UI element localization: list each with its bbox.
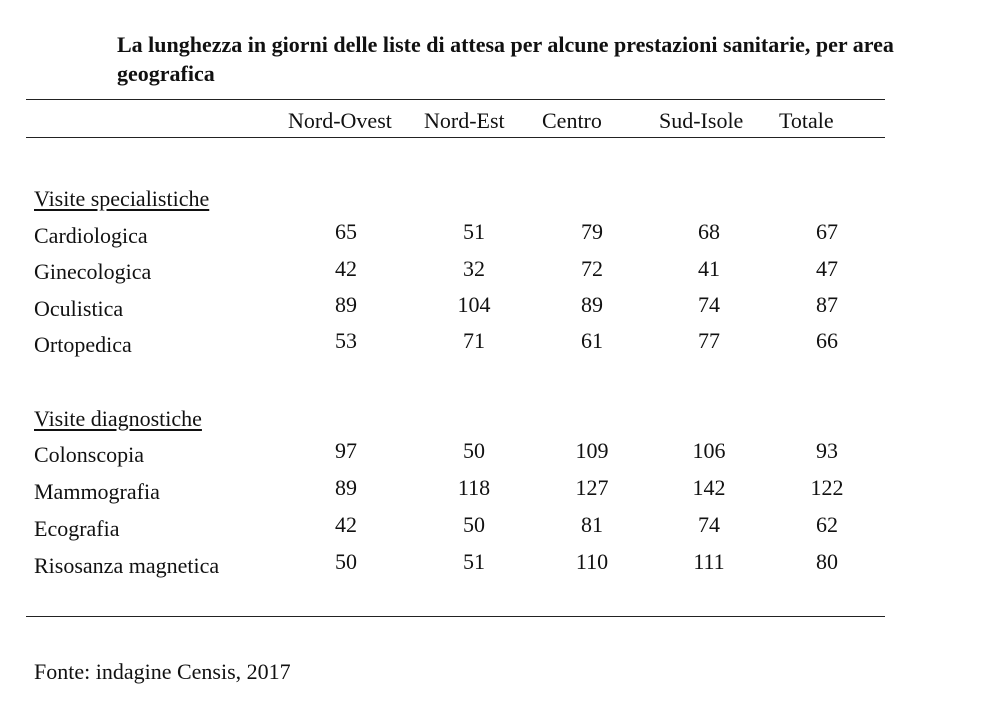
cell-value: 50	[463, 512, 485, 537]
source-note: Fonte: indagine Censis, 2017	[34, 659, 291, 684]
cell-value: 87	[816, 292, 838, 317]
cell-value: 89	[335, 292, 357, 317]
cell-value: 42	[335, 256, 357, 281]
cell-value: 89	[335, 475, 357, 500]
cell-value: 93	[816, 438, 838, 463]
cell-value: 127	[575, 475, 609, 500]
cell-value: 74	[698, 292, 720, 317]
cell-value: 81	[581, 512, 603, 537]
column-header: Nord-Ovest	[288, 108, 392, 133]
column-header: Centro	[542, 108, 602, 133]
cell-value: 77	[698, 328, 720, 353]
cell-value: 71	[463, 328, 485, 353]
cell-value: 109	[575, 438, 609, 463]
row-label: Cardiologica	[34, 223, 148, 248]
cell-value: 97	[335, 438, 357, 463]
cell-value: 50	[335, 549, 357, 574]
column-header: Totale	[779, 108, 834, 133]
cell-value: 80	[816, 549, 838, 574]
table-title: La lunghezza in giorni delle liste di at…	[117, 32, 894, 86]
row-label: Mammografia	[34, 479, 160, 504]
header-rule	[26, 137, 885, 138]
cell-value: 61	[581, 328, 603, 353]
column-header: Sud-Isole	[659, 108, 744, 133]
cell-value: 67	[816, 219, 838, 244]
cell-value: 142	[692, 475, 726, 500]
cell-value: 72	[581, 256, 603, 281]
cell-value: 122	[810, 475, 844, 500]
row-label: Colonscopia	[34, 442, 144, 467]
row-label: Risosanza magnetica	[34, 553, 220, 578]
cell-value: 41	[698, 256, 720, 281]
cell-value: 53	[335, 328, 357, 353]
cell-value: 51	[463, 219, 485, 244]
row-label: Ecografia	[34, 516, 120, 541]
cell-value: 65	[335, 219, 357, 244]
cell-value: 66	[816, 328, 838, 353]
row-label: Ginecologica	[34, 259, 152, 284]
section-heading: Visite diagnostiche	[34, 406, 202, 431]
section-heading: Visite specialistiche	[34, 186, 210, 211]
top-rule	[26, 99, 885, 100]
cell-value: 68	[698, 219, 720, 244]
cell-value: 74	[698, 512, 720, 537]
cell-value: 89	[581, 292, 603, 317]
cell-value: 106	[692, 438, 726, 463]
cell-value: 104	[457, 292, 491, 317]
cell-value: 62	[816, 512, 838, 537]
cell-value: 111	[693, 549, 725, 574]
row-label: Oculistica	[34, 296, 124, 321]
cell-value: 110	[575, 549, 609, 574]
row-label: Ortopedica	[34, 332, 132, 357]
cell-value: 32	[463, 256, 485, 281]
cell-value: 50	[463, 438, 485, 463]
cell-value: 118	[457, 475, 491, 500]
cell-value: 47	[816, 256, 838, 281]
cell-value: 51	[463, 549, 485, 574]
cell-value: 42	[335, 512, 357, 537]
cell-value: 79	[581, 219, 603, 244]
column-header: Nord-Est	[424, 108, 505, 133]
bottom-rule	[26, 616, 885, 617]
